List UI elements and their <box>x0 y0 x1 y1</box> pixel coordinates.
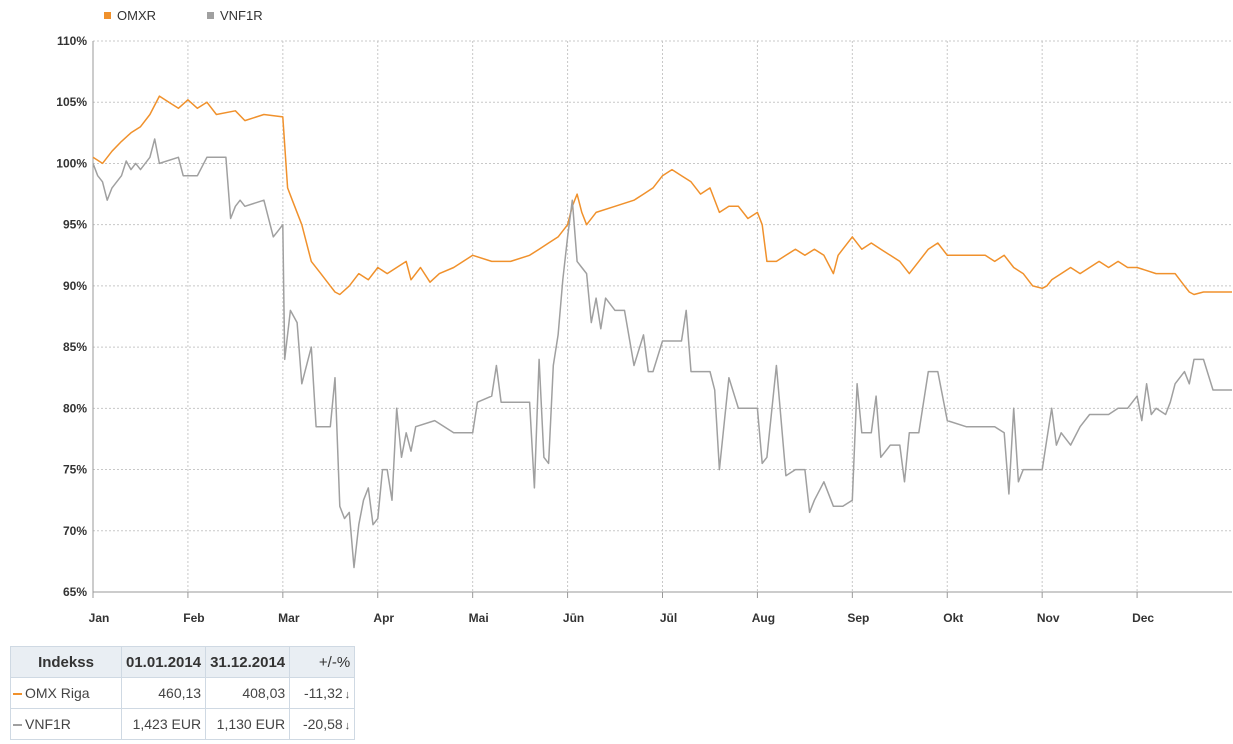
y-tick-label: 85% <box>63 340 87 354</box>
legend-swatch-icon <box>104 12 111 19</box>
x-tick-label: Jūn <box>563 611 584 625</box>
row-name: VNF1R <box>25 716 71 732</box>
x-tick-label: Jūl <box>660 611 677 625</box>
x-tick-label: Apr <box>373 611 394 625</box>
x-tick-label: Feb <box>183 611 204 625</box>
x-tick-label: Jan <box>89 611 110 625</box>
row-change-cell: -11,32 ↓ <box>289 677 356 709</box>
row-change: -11,32 <box>303 685 343 701</box>
y-tick-label: 90% <box>63 279 87 293</box>
row-end-value: 408,03 <box>205 677 291 709</box>
y-tick-label: 75% <box>63 463 87 477</box>
series-line-omxr <box>92 95 1232 296</box>
header-change: +/-% <box>289 646 356 678</box>
header-end-date: 31.12.2014 <box>205 646 291 678</box>
down-arrow-icon: ↓ <box>344 720 351 732</box>
x-tick-label: Mar <box>278 611 300 625</box>
x-tick-label: Mai <box>469 611 489 625</box>
y-tick-label: 95% <box>63 218 87 232</box>
line-chart: 65% 70% 75% 80% 85% 90% 95% 100% 105% 110% Jan Feb M… <box>56 8 1232 625</box>
legend-label-vnf1r: VNF1R <box>220 8 263 23</box>
x-tick-label: Okt <box>943 611 963 625</box>
x-tick-label: Dec <box>1132 611 1154 625</box>
chart-svg: 65% 70% 75% 80% 85% 90% 95% 100% 105% 110% Jan Feb M… <box>56 8 1232 625</box>
omxr-swatch-icon <box>13 693 22 696</box>
header-start-date: 01.01.2014 <box>120 646 207 678</box>
row-change: -20,58 <box>302 716 343 732</box>
down-arrow-icon: ↓ <box>344 689 351 701</box>
x-tick-label: Aug <box>752 611 775 625</box>
row-start-value: 1,423 EUR <box>120 708 207 740</box>
series-line-vnf1r <box>92 138 1232 569</box>
row-name: OMX Riga <box>25 685 90 701</box>
y-tick-label: 65% <box>63 585 87 599</box>
x-tick-label: Sep <box>847 611 869 625</box>
legend-label-omxr: OMXR <box>117 8 156 23</box>
row-change-cell: -20,58 ↓ <box>289 708 356 740</box>
header-index: Indekss <box>10 646 122 678</box>
summary-table: Indekss 01.01.2014 31.12.2014 +/-% OMX R… <box>10 646 356 740</box>
row-start-value: 460,13 <box>120 677 207 709</box>
vnf1r-swatch-icon <box>13 724 22 727</box>
legend-swatch-icon <box>207 12 214 19</box>
row-name-cell: OMX Riga <box>10 677 122 709</box>
x-tick-label: Nov <box>1037 611 1060 625</box>
y-tick-label: 105% <box>56 95 87 109</box>
y-tick-label: 110% <box>57 34 87 48</box>
table-row: OMX Riga 460,13 408,03 -11,32 ↓ <box>10 677 356 709</box>
table-row: VNF1R 1,423 EUR 1,130 EUR -20,58 ↓ <box>10 708 356 740</box>
table-header-row: Indekss 01.01.2014 31.12.2014 +/-% <box>10 646 356 678</box>
row-end-value: 1,130 EUR <box>205 708 291 740</box>
y-tick-label: 100% <box>56 156 87 170</box>
y-tick-label: 70% <box>63 524 87 538</box>
row-name-cell: VNF1R <box>10 708 122 740</box>
y-tick-label: 80% <box>63 401 87 415</box>
